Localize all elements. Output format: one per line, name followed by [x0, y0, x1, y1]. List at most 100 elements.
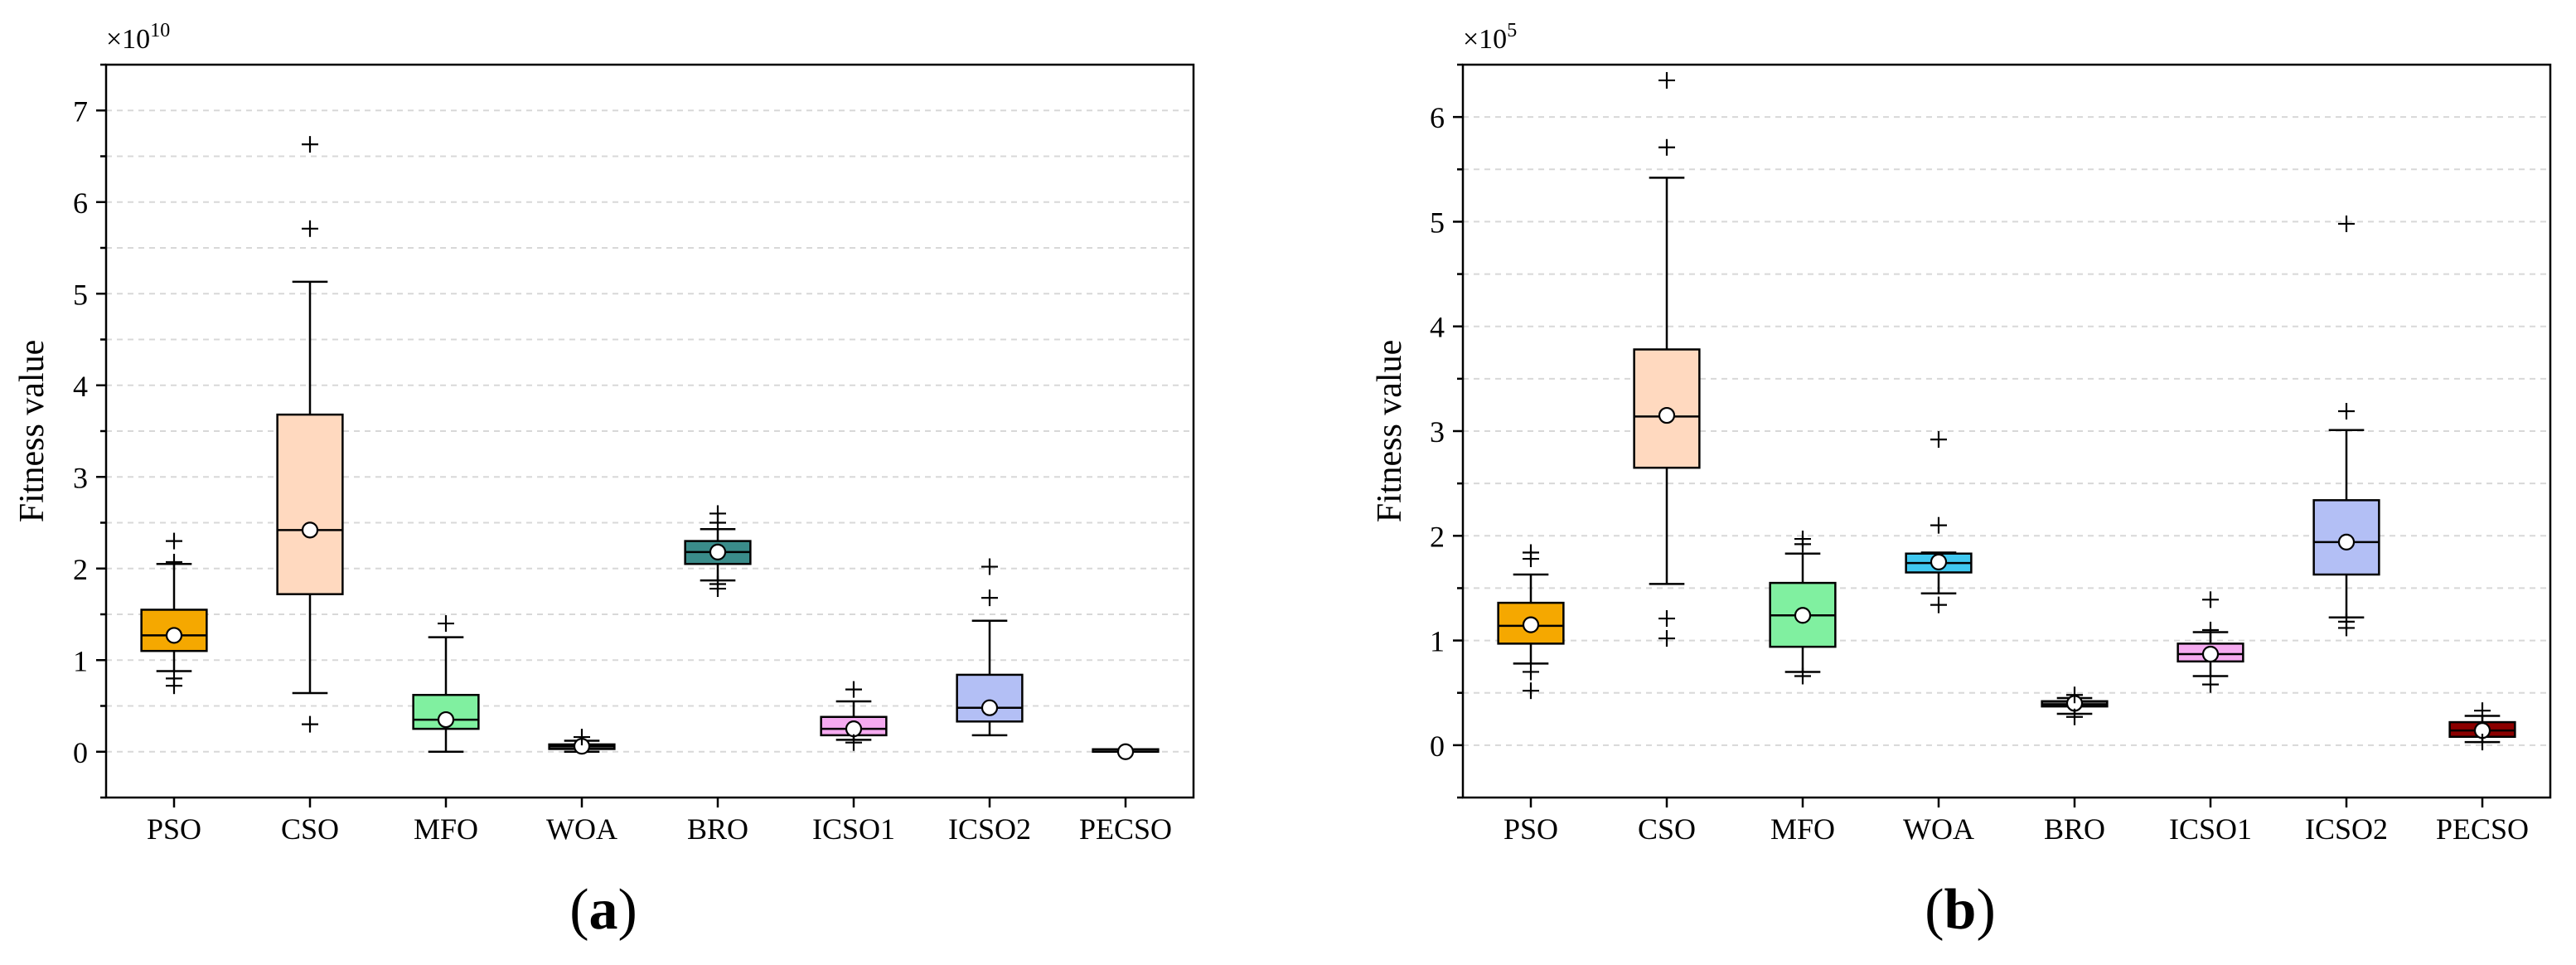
- outlier-marker: [1930, 431, 1947, 449]
- outlier-marker: [1930, 596, 1947, 613]
- y-tick-label: 5: [73, 278, 88, 311]
- x-tick-label: WOA: [1903, 812, 1974, 846]
- panel-b: 0 1 2 3 4 5 6 PSO CSO MFO WOA BRO ICSO1 ICSO2 PECSO ×10…: [1371, 20, 2552, 942]
- y-tick-label: 1: [73, 644, 88, 677]
- x-tick-label: WOA: [546, 812, 617, 846]
- y-tick-label: 4: [1430, 311, 1445, 344]
- box-pecso: [2448, 702, 2516, 751]
- outlier-marker: [574, 729, 590, 746]
- x-tick-label: MFO: [414, 812, 478, 846]
- outlier-marker: [2202, 676, 2219, 693]
- box-icso2: [2312, 215, 2380, 637]
- mean-marker: [1522, 616, 1540, 633]
- box-woa: [1905, 431, 1973, 613]
- y-multiplier-exponent: 5: [1507, 20, 1517, 41]
- outlier-marker: [1658, 630, 1675, 647]
- outlier-marker: [302, 715, 318, 733]
- mean-marker: [437, 710, 455, 729]
- x-tick-label: ICSO1: [812, 812, 895, 846]
- outlier-marker: [166, 554, 182, 571]
- outlier-marker: [981, 558, 998, 575]
- outlier-marker: [166, 670, 182, 687]
- outlier-marker: [438, 615, 454, 633]
- mean-marker: [709, 543, 727, 560]
- outlier-marker: [981, 589, 998, 607]
- y-tick-label: 0: [1430, 730, 1445, 763]
- outlier-marker: [709, 575, 726, 593]
- panel-label-close: ): [1976, 878, 1995, 942]
- y-axis-label: Fitness value: [1371, 340, 1409, 522]
- outlier-marker: [1523, 682, 1539, 700]
- y-tick-label: 6: [1430, 101, 1445, 134]
- outlier-marker: [302, 136, 318, 153]
- outlier-marker: [709, 505, 726, 522]
- outlier-marker: [1658, 138, 1675, 156]
- box-mfo: [1769, 531, 1837, 685]
- y-tick-label: 7: [73, 95, 88, 128]
- outlier-marker: [845, 681, 862, 698]
- outlier-marker: [2338, 215, 2355, 232]
- box-bro: [684, 505, 752, 598]
- x-tick-label: MFO: [1770, 812, 1835, 846]
- x-tick-label: BRO: [687, 812, 748, 846]
- panel-label-open: (: [569, 878, 588, 942]
- mean-marker: [1658, 406, 1676, 424]
- y-tick-label: 2: [73, 553, 88, 586]
- y-tick-label: 0: [73, 736, 88, 769]
- y-multiplier-label: ×105: [1463, 20, 1517, 55]
- x-tick-label: PECSO: [2436, 812, 2529, 846]
- panel-label-letter: b: [1944, 878, 1977, 942]
- axes-frame: [104, 63, 1195, 799]
- panel-label-letter: a: [589, 878, 618, 942]
- x-tick-label: CSO: [281, 812, 339, 846]
- x-tick-label: BRO: [2044, 812, 2105, 846]
- outlier-marker: [1658, 71, 1675, 89]
- y-multiplier-exponent: 10: [150, 20, 170, 41]
- mean-marker: [1930, 553, 1948, 570]
- y-axis-label: Fitness value: [13, 340, 51, 522]
- outlier-marker: [1523, 544, 1539, 561]
- outlier-marker: [2338, 403, 2355, 420]
- outlier-marker: [1794, 531, 1811, 548]
- outlier-marker: [302, 220, 318, 237]
- mean-marker: [981, 699, 999, 716]
- outlier-marker: [166, 532, 182, 550]
- y-multiplier-label: ×1010: [106, 20, 170, 55]
- outlier-marker: [1794, 667, 1811, 685]
- mean-marker: [2201, 645, 2220, 663]
- x-tick-label: PSO: [1503, 812, 1558, 846]
- x-tick-label: ICSO2: [2305, 812, 2388, 846]
- outlier-marker: [1930, 516, 1947, 534]
- panel-label-open: (: [1925, 878, 1944, 942]
- outlier-marker: [2474, 702, 2491, 720]
- outlier-marker: [1658, 610, 1675, 628]
- x-tick-label: ICSO2: [948, 812, 1031, 846]
- panel-label: (a): [569, 878, 637, 942]
- panel-label-close: ): [618, 878, 637, 942]
- outlier-marker: [2338, 613, 2355, 630]
- box-pecso: [1092, 743, 1160, 760]
- y-multiplier-base: ×10: [1463, 24, 1507, 55]
- box-cso: [276, 136, 344, 733]
- outlier-marker: [2202, 621, 2219, 638]
- box-mfo: [412, 615, 480, 753]
- mean-marker: [1116, 743, 1135, 760]
- box-pso: [140, 532, 208, 695]
- mean-marker: [845, 720, 863, 738]
- x-tick-label: PECSO: [1079, 812, 1172, 846]
- axes-frame: [1461, 63, 2552, 799]
- outlier-marker: [2202, 591, 2219, 609]
- box-woa: [548, 729, 616, 755]
- x-tick-label: PSO: [147, 812, 201, 846]
- y-multiplier-base: ×10: [106, 24, 150, 55]
- outlier-marker: [2066, 708, 2083, 725]
- box-icso1: [820, 681, 888, 751]
- box-icso1: [2177, 591, 2244, 693]
- outlier-marker: [1523, 663, 1539, 681]
- mean-marker: [2337, 533, 2356, 550]
- mean-marker: [301, 521, 319, 539]
- y-tick-label: 6: [73, 187, 88, 220]
- y-tick-label: 2: [1430, 520, 1445, 553]
- outlier-marker: [845, 734, 862, 751]
